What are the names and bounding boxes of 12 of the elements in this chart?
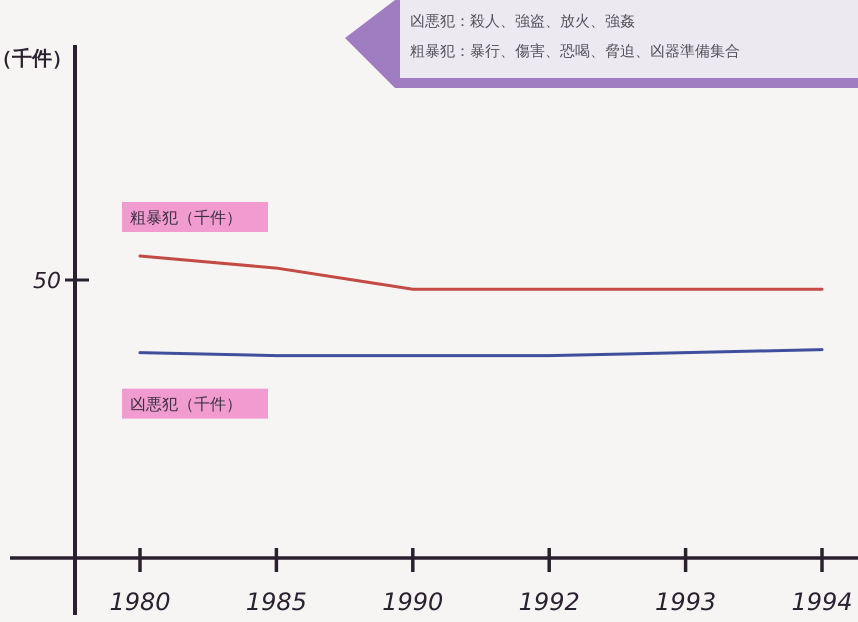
x-tick-label: 1994 [791, 588, 853, 616]
x-tick-label: 1990 [382, 588, 444, 616]
series-label: 粗暴犯（千件） [130, 208, 242, 227]
x-tick-label: 1980 [109, 588, 171, 616]
x-tick-label: 1992 [518, 588, 580, 616]
text: 粗暴犯：暴行、傷害、恐喝、脅迫、凶器準備集合 [410, 42, 740, 60]
text: 凶悪犯：殺人、強盗、放火、強姦 [410, 12, 635, 30]
text: 凶悪犯（千件） [130, 394, 242, 414]
annotation: 50 [33, 269, 61, 294]
x-tick-label: 1993 [655, 588, 716, 616]
text: （千件） [0, 46, 72, 70]
x-tick-label: 1985 [246, 588, 307, 616]
